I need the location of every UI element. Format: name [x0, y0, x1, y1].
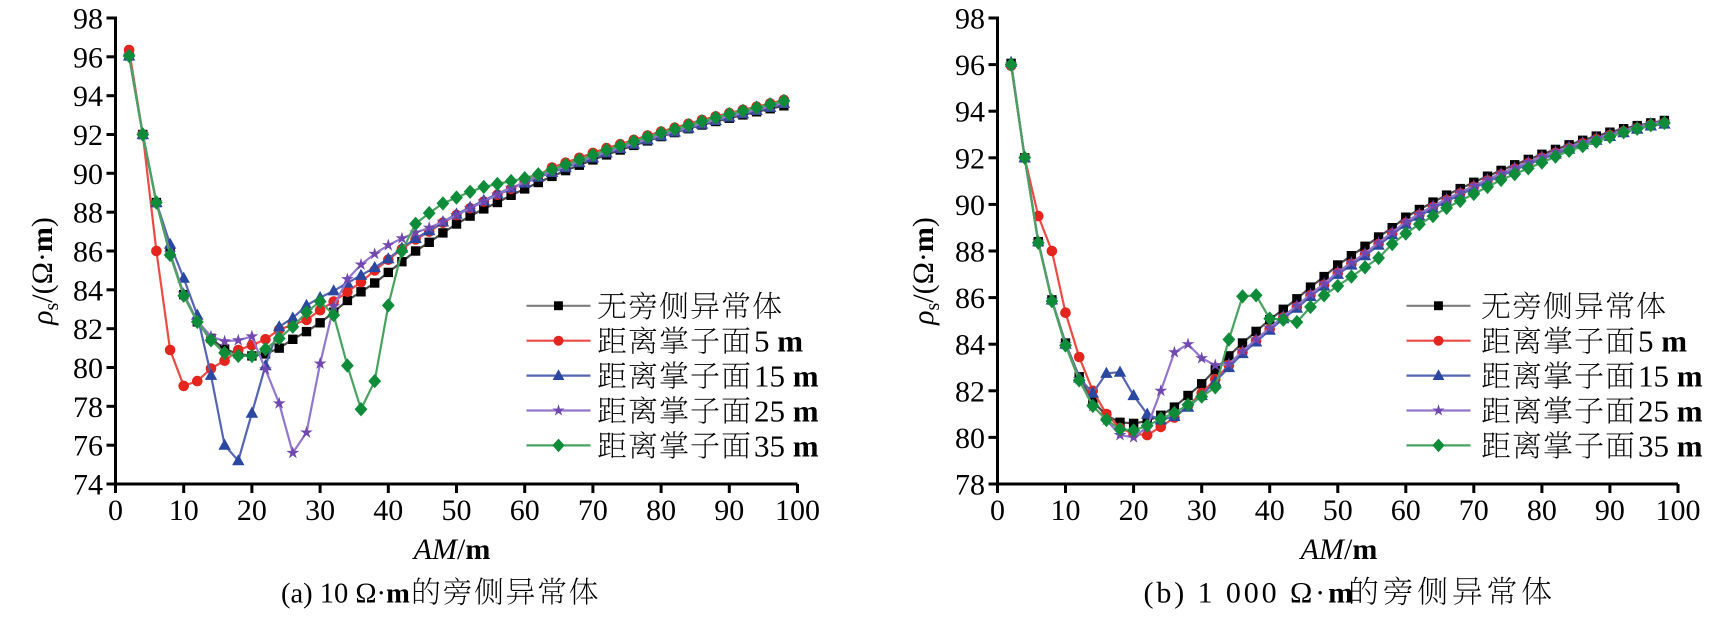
svg-text:80: 80: [1527, 494, 1557, 527]
svg-text:100: 100: [1656, 494, 1701, 527]
svg-text:50: 50: [1323, 494, 1353, 527]
svg-text:96: 96: [73, 41, 103, 74]
svg-text:AM/m: AM/m: [1299, 533, 1378, 566]
svg-text:5 m: 5 m: [1638, 324, 1687, 359]
svg-text:98: 98: [955, 3, 985, 36]
svg-text:80: 80: [73, 352, 103, 385]
svg-text:78: 78: [73, 391, 103, 424]
svg-text:82: 82: [955, 375, 985, 408]
svg-text:92: 92: [955, 142, 985, 175]
svg-text:82: 82: [73, 313, 103, 346]
svg-text:98: 98: [73, 3, 103, 36]
svg-text:35 m: 35 m: [754, 428, 819, 463]
svg-text:(b) 1 000 Ω·m: (b) 1 000 Ω·m: [1144, 577, 1356, 610]
svg-text:10: 10: [169, 494, 199, 527]
svg-text:15 m: 15 m: [754, 359, 819, 394]
svg-text:15 m: 15 m: [1638, 359, 1703, 394]
svg-text:40: 40: [373, 494, 403, 527]
svg-text:10: 10: [1051, 494, 1081, 527]
svg-text:76: 76: [73, 430, 103, 463]
svg-text:30: 30: [305, 494, 335, 527]
svg-text:35 m: 35 m: [1638, 428, 1703, 463]
svg-text:88: 88: [955, 236, 985, 269]
svg-text:74: 74: [73, 469, 103, 502]
svg-text:AM/m: AM/m: [412, 533, 491, 566]
svg-text:25 m: 25 m: [754, 394, 819, 429]
svg-text:ρs/(Ω·m): ρs/(Ω·m): [26, 217, 63, 326]
svg-text:94: 94: [73, 80, 103, 113]
svg-text:5 m: 5 m: [754, 324, 803, 359]
svg-text:80: 80: [646, 494, 676, 527]
svg-text:25 m: 25 m: [1638, 394, 1703, 429]
svg-text:70: 70: [1459, 494, 1489, 527]
svg-text:50: 50: [442, 494, 472, 527]
svg-text:0: 0: [108, 494, 123, 527]
svg-text:40: 40: [1255, 494, 1285, 527]
svg-text:88: 88: [73, 197, 103, 230]
svg-text:70: 70: [578, 494, 608, 527]
svg-text:84: 84: [955, 329, 985, 362]
svg-text:60: 60: [510, 494, 540, 527]
svg-text:90: 90: [714, 494, 744, 527]
svg-text:20: 20: [1119, 494, 1149, 527]
svg-text:86: 86: [73, 236, 103, 269]
svg-text:84: 84: [73, 274, 103, 307]
svg-text:ρs/(Ω·m): ρs/(Ω·m): [907, 217, 944, 326]
svg-text:100: 100: [775, 494, 820, 527]
svg-text:90: 90: [955, 189, 985, 222]
svg-text:96: 96: [955, 49, 985, 82]
svg-text:92: 92: [73, 119, 103, 152]
svg-text:80: 80: [955, 422, 985, 455]
svg-text:30: 30: [1187, 494, 1217, 527]
svg-text:90: 90: [1595, 494, 1625, 527]
svg-text:94: 94: [955, 96, 985, 129]
svg-text:78: 78: [955, 469, 985, 502]
svg-text:60: 60: [1391, 494, 1421, 527]
svg-text:90: 90: [73, 158, 103, 191]
svg-text:20: 20: [237, 494, 267, 527]
svg-text:(a) 10 Ω·m: (a) 10 Ω·m: [281, 579, 410, 610]
svg-text:0: 0: [990, 494, 1005, 527]
svg-text:86: 86: [955, 282, 985, 315]
